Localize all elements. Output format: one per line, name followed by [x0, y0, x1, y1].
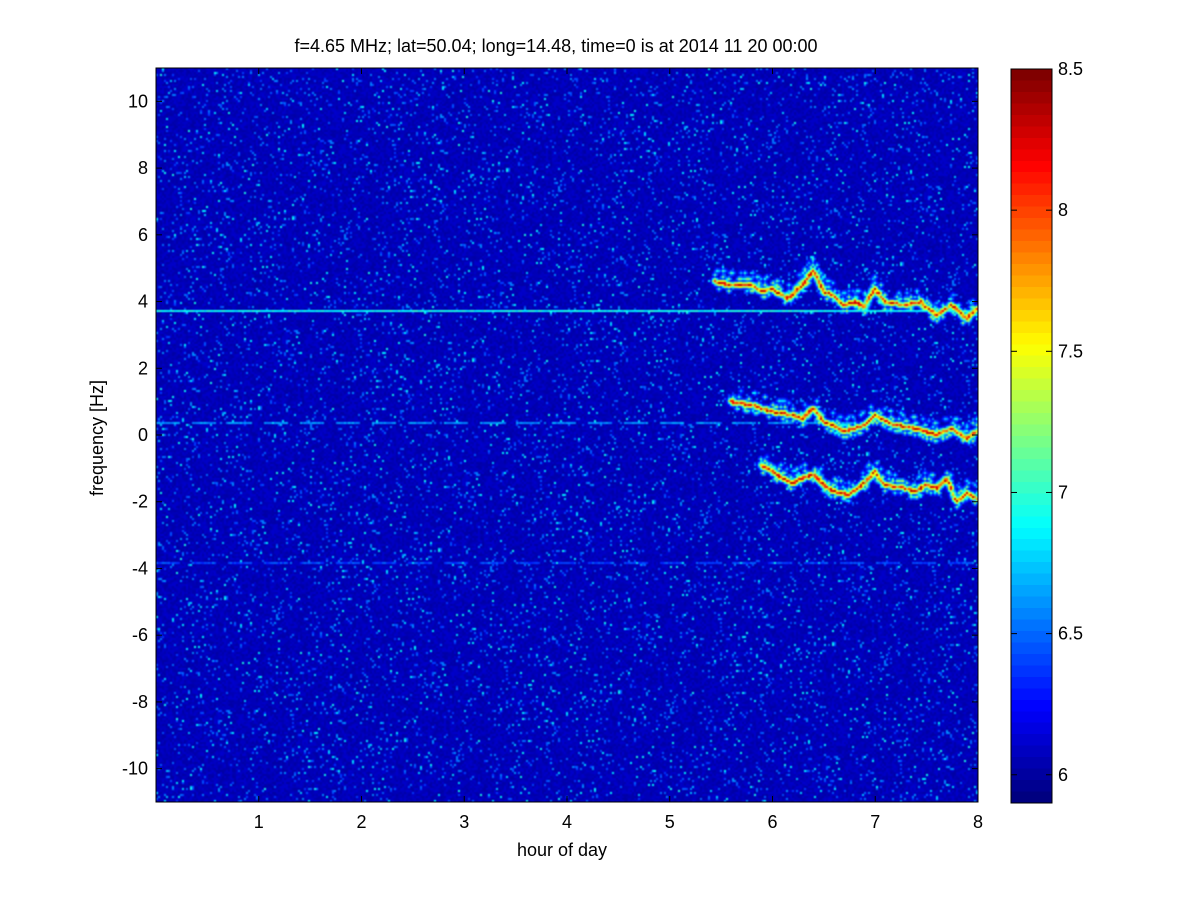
y-tick-label: -8	[132, 692, 148, 712]
x-axis: 1 2 3 4 5 6 7 8	[254, 68, 983, 832]
colorbar-tick-label: 6.5	[1058, 624, 1083, 644]
y-tick-label: 4	[138, 292, 148, 312]
x-axis-label: hour of day	[517, 840, 607, 860]
colorbar-axis: 6 6.5 7 7.5 8 8.5	[1011, 59, 1083, 785]
y-tick-label: -6	[132, 625, 148, 645]
x-tick-label: 4	[562, 812, 572, 832]
x-tick-label: 8	[973, 812, 983, 832]
y-tick-label: -10	[122, 759, 148, 779]
colorbar-tick-label: 8	[1058, 200, 1068, 220]
colorbar-frame	[1010, 68, 1053, 804]
colorbar-tick-label: 6	[1058, 765, 1068, 785]
y-tick-label: -4	[132, 558, 148, 578]
y-tick-label: 10	[128, 91, 148, 111]
colorbar-gradient	[1011, 69, 1052, 803]
x-tick-label: 7	[870, 812, 880, 832]
plot-area: 1 2 3 4 5 6 7 8 -10 -8 -6 -4 -2 0 2 4 6 8 10	[122, 67, 983, 832]
x-tick-label: 6	[767, 812, 777, 832]
x-tick-label: 5	[665, 812, 675, 832]
y-tick-label: 8	[138, 158, 148, 178]
x-tick-label: 2	[356, 812, 366, 832]
y-tick-label: 6	[138, 225, 148, 245]
y-tick-label: 0	[138, 425, 148, 445]
spectrogram-heatmap	[156, 68, 978, 802]
y-tick-label: -2	[132, 492, 148, 512]
colorbar: 6 6.5 7 7.5 8 8.5	[1010, 59, 1083, 804]
x-tick-label: 1	[254, 812, 264, 832]
chart-title: f=4.65 MHz; lat=50.04; long=14.48, time=…	[294, 36, 817, 56]
y-axis: -10 -8 -6 -4 -2 0 2 4 6 8 10	[122, 91, 978, 779]
colorbar-tick-label: 7.5	[1058, 341, 1083, 361]
x-tick-label: 3	[459, 812, 469, 832]
y-axis-label: frequency [Hz]	[87, 380, 107, 496]
colorbar-tick-label: 8.5	[1058, 59, 1083, 79]
y-tick-label: 2	[138, 358, 148, 378]
colorbar-tick-label: 7	[1058, 482, 1068, 502]
